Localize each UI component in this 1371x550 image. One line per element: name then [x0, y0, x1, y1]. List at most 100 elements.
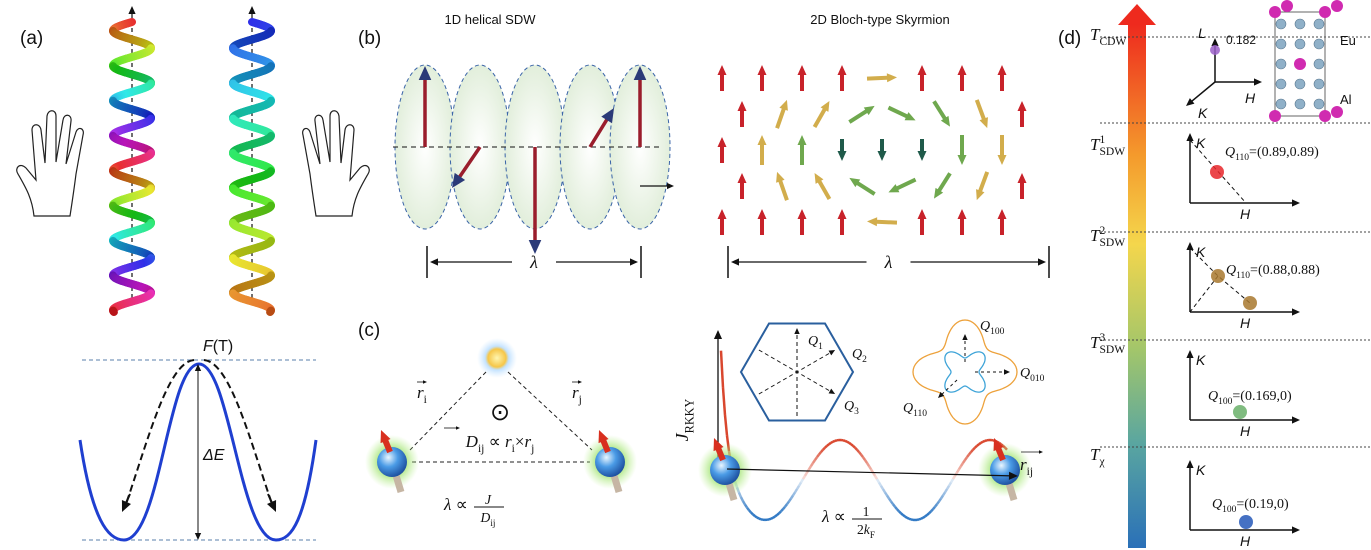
math-label: JRKKY	[672, 399, 696, 442]
arrow-head	[731, 258, 739, 265]
math-label: Q2	[852, 347, 867, 365]
math-subscript: 110	[1236, 271, 1250, 281]
rkky-segment	[745, 505, 747, 508]
math-label: TCDW	[1090, 25, 1127, 48]
arrow-head	[918, 209, 927, 219]
arrow-head	[1211, 38, 1218, 46]
arrow-head	[758, 209, 767, 219]
eu-atom	[1294, 58, 1306, 70]
arrow-head	[1292, 308, 1300, 315]
arrow-shaft	[759, 350, 832, 392]
math-label: Q100=(0.169,0)	[1208, 389, 1292, 407]
rkky-segment	[827, 444, 829, 446]
math-label: Q3	[844, 399, 859, 417]
arrow-head	[958, 65, 967, 75]
rkky-segment	[831, 442, 833, 443]
math-symbol: Q	[980, 319, 990, 334]
arrow-head	[1186, 460, 1193, 468]
temperature-bar	[1128, 24, 1146, 548]
rkky-segment	[753, 514, 755, 516]
rkky-segment	[975, 446, 977, 448]
math-symbol: 1	[863, 504, 870, 519]
al-atom	[1295, 99, 1305, 109]
label: Eu	[1340, 33, 1356, 48]
rkky-segment	[909, 519, 911, 520]
math-symbol: ∝	[451, 495, 472, 514]
rkky-segment	[741, 497, 743, 501]
rkky-segment	[777, 513, 779, 515]
math-symbol: Q	[1225, 145, 1235, 160]
label: 0.182	[1226, 33, 1256, 47]
rkky-segment	[923, 517, 925, 518]
rkky-segment	[773, 517, 775, 518]
rkky-segment	[899, 511, 901, 513]
math-symbol: Q	[1226, 263, 1236, 278]
math-symbol: Q	[808, 334, 818, 349]
rkky-segment	[819, 452, 821, 454]
rkky-segment	[797, 486, 799, 489]
label: H	[1240, 423, 1251, 439]
rkky-segment	[971, 450, 973, 452]
eu-atom	[1319, 6, 1331, 18]
math-label: Dij	[480, 510, 496, 528]
panel-label: (c)	[358, 320, 380, 341]
rkky-segment	[959, 466, 961, 469]
math-label: λ	[884, 252, 893, 272]
rkky-segment	[833, 441, 835, 442]
arrow-head	[1186, 350, 1193, 358]
arrow-head	[430, 258, 438, 265]
rkky-segment	[791, 495, 793, 498]
math-symbol: =(0.169,0)	[1232, 389, 1292, 404]
arrow-head	[738, 101, 747, 111]
arrow-head	[958, 209, 967, 219]
helix-segment	[113, 311, 114, 312]
rkky-segment	[867, 463, 869, 466]
math-symbol: Q	[844, 399, 854, 414]
atom	[710, 455, 740, 485]
math-symbol: D	[465, 432, 479, 451]
temperature-arrow	[1118, 4, 1156, 25]
rkky-segment	[879, 483, 881, 486]
math-symbol: Q	[852, 347, 862, 362]
math-label: 2kF	[857, 522, 875, 540]
math-label: Q110=(0.89,0.89)	[1225, 145, 1319, 163]
arrow-shaft	[818, 179, 829, 199]
arrow-shaft	[934, 101, 946, 120]
arrow-head	[887, 73, 897, 82]
arrow-shaft	[867, 78, 890, 79]
rkky-segment	[901, 513, 903, 515]
math-label: Q1	[808, 334, 823, 352]
label: Al	[1340, 92, 1352, 107]
arrow-head	[779, 100, 787, 111]
math-label: T1SDW	[1090, 133, 1125, 158]
arrow-head	[423, 380, 427, 384]
math-symbol: λ	[821, 507, 829, 526]
al-atom	[1314, 99, 1324, 109]
eu-atom	[1269, 110, 1281, 122]
rkky-segment	[747, 508, 749, 511]
rkky-segment	[813, 460, 815, 463]
rkky-segment	[769, 519, 771, 520]
arrow-shaft	[895, 180, 916, 190]
eu-atom	[1281, 0, 1293, 12]
math-symbol: Q	[1212, 497, 1222, 512]
eu-atom	[1331, 106, 1343, 118]
arrow-shaft	[779, 178, 787, 200]
arrow-shaft	[938, 173, 950, 192]
rkky-segment	[811, 463, 813, 466]
arrow-head	[195, 533, 201, 540]
rkky-segment	[869, 466, 871, 469]
math-label: Q110	[903, 401, 927, 419]
arrow-head	[758, 135, 767, 145]
arrow-shaft	[977, 100, 985, 122]
math-label: T2SDW	[1090, 224, 1125, 249]
rkky-segment	[949, 483, 951, 486]
rkky-segment	[847, 442, 849, 443]
rkky-segment	[751, 513, 753, 515]
rkky-segment	[951, 479, 953, 482]
math-subscript: CDW	[1099, 35, 1126, 48]
math-subscript: RKKY	[682, 399, 696, 434]
rkky-segment	[851, 444, 853, 446]
math-subscript: 110	[1235, 153, 1249, 163]
